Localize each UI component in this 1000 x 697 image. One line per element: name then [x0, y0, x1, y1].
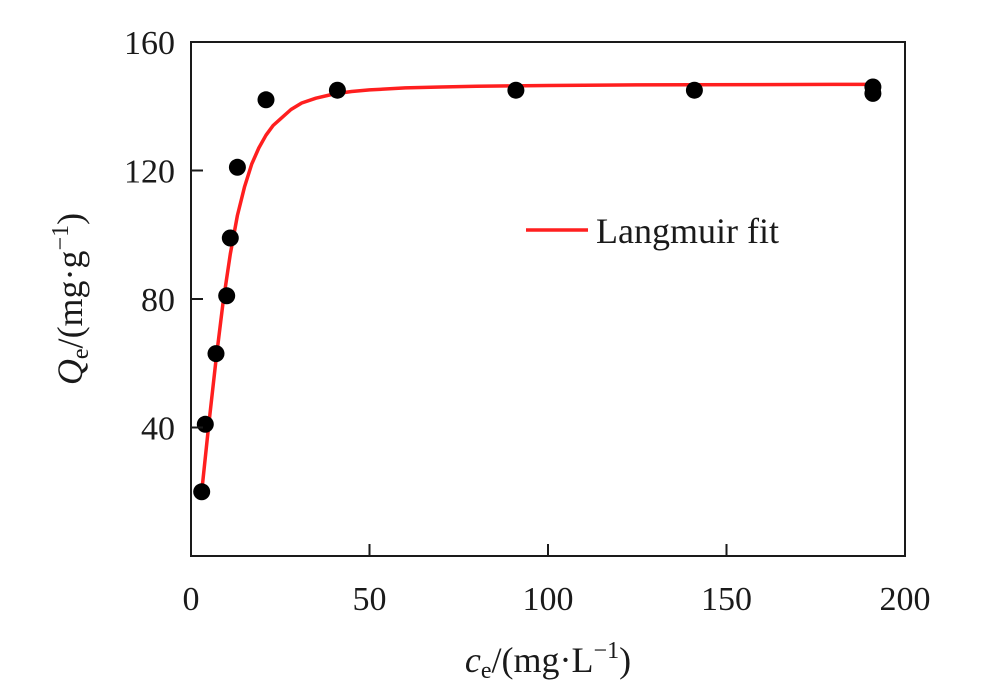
x-axis-ticks: 0 50 100 150 200 [183, 544, 931, 618]
data-point [328, 81, 346, 99]
data-point [196, 415, 214, 433]
data-point [221, 229, 239, 247]
langmuir-fit-line [199, 82, 873, 492]
y-tick-label: 120 [124, 154, 175, 191]
data-point [228, 158, 246, 176]
data-point [507, 81, 525, 99]
plot-frame [190, 41, 906, 557]
data-point [193, 483, 211, 501]
data-point [207, 345, 225, 363]
x-tick-label: 150 [701, 581, 752, 618]
x-tick-label: 0 [183, 581, 200, 618]
plot-area [193, 78, 882, 501]
y-axis-label: Qe/(mg·g−1) [48, 213, 94, 385]
legend: Langmuir fit [526, 211, 779, 251]
legend-label: Langmuir fit [596, 211, 779, 251]
y-tick-label: 80 [141, 282, 175, 319]
x-tick-label: 200 [880, 581, 931, 618]
data-point [218, 287, 236, 305]
y-axis-ticks: 40 80 120 160 [124, 25, 203, 448]
y-tick-label: 160 [124, 25, 175, 62]
data-point [864, 84, 882, 102]
x-axis-label: ce/(mg·L−1) [465, 638, 631, 684]
data-point [685, 81, 703, 99]
y-tick-label: 40 [141, 411, 175, 448]
x-tick-label: 50 [353, 581, 387, 618]
data-point [257, 91, 275, 109]
x-tick-label: 100 [523, 581, 574, 618]
